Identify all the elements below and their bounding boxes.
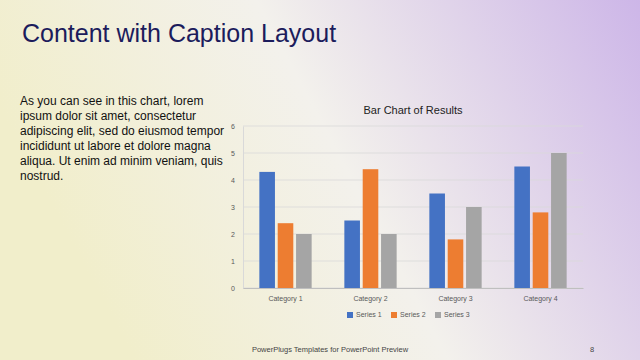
bar — [448, 239, 464, 288]
bar — [533, 212, 549, 288]
y-tick: 0 — [231, 285, 243, 292]
grid-line — [243, 126, 583, 127]
series — [278, 169, 549, 288]
x-tick: Category 1 — [268, 288, 302, 303]
bar — [259, 172, 275, 288]
page-number: 8 — [590, 345, 594, 354]
bar — [466, 207, 482, 288]
y-tick: 1 — [231, 258, 243, 265]
grid-line — [243, 153, 583, 154]
grid-line — [243, 261, 583, 262]
x-tick-label: Category 3 — [438, 295, 472, 303]
bar — [514, 167, 530, 289]
legend: Series 1 Series 2 Series 3 — [347, 311, 470, 318]
grid-line — [243, 207, 583, 208]
y-axis: 0 1 2 3 4 5 6 — [231, 123, 243, 292]
bars — [259, 153, 566, 288]
y-axis-line — [243, 127, 244, 289]
y-tick-label: 4 — [231, 177, 235, 184]
grid-line — [243, 180, 583, 181]
bar — [296, 234, 312, 288]
y-tick: 6 — [231, 123, 243, 130]
y-tick-label: 2 — [231, 231, 235, 238]
legend-item: Series 2 — [391, 311, 426, 318]
footer: PowerPlugs Templates for PowerPoint Prev… — [252, 345, 409, 354]
background — [0, 0, 640, 360]
y-tick: 3 — [231, 204, 243, 211]
legend-swatch — [435, 312, 441, 318]
series — [296, 153, 567, 288]
y-tick: 2 — [231, 231, 243, 238]
slide: Content with Caption Layout PowerPlugs Te… — [0, 0, 640, 360]
y-tick-label: 6 — [231, 123, 235, 130]
x-tick-label: Category 1 — [268, 295, 302, 303]
y-tick-label: 5 — [231, 150, 235, 157]
legend-item: Series 1 — [347, 311, 382, 318]
bar — [551, 153, 567, 288]
x-tick: Category 4 — [523, 288, 557, 303]
legend-label: Series 3 — [444, 311, 470, 318]
x-axis: Category 1 Category 2 Category 3 Category 4 — [244, 288, 584, 303]
legend-item: Series 3 — [435, 311, 470, 318]
x-tick: Category 2 — [353, 288, 387, 303]
y-tick-label: 1 — [231, 258, 235, 265]
grid-line — [243, 234, 583, 235]
y-tick-label: 3 — [231, 204, 235, 211]
chart-title: Bar Chart of Results — [363, 104, 463, 116]
x-tick-label: Category 4 — [523, 295, 557, 303]
slide-title: Content with Caption Layout — [22, 19, 336, 47]
y-tick: 4 — [231, 177, 243, 184]
caption: As you can see in this chart, lorem ipsu… — [20, 94, 225, 184]
bar — [344, 221, 360, 289]
x-tick: Category 3 — [438, 288, 472, 303]
series — [259, 167, 530, 289]
x-axis-line — [244, 288, 584, 289]
legend-swatch — [347, 312, 353, 318]
bar — [278, 223, 294, 288]
legend-swatch — [391, 312, 397, 318]
legend-label: Series 1 — [356, 311, 382, 318]
bar — [363, 169, 379, 288]
bar — [381, 234, 397, 288]
legend-label: Series 2 — [400, 311, 426, 318]
bar — [429, 194, 445, 289]
y-tick: 5 — [231, 150, 243, 157]
y-tick-label: 0 — [231, 285, 235, 292]
grid — [243, 126, 583, 288]
grid-line — [243, 288, 583, 289]
x-tick-label: Category 2 — [353, 295, 387, 303]
